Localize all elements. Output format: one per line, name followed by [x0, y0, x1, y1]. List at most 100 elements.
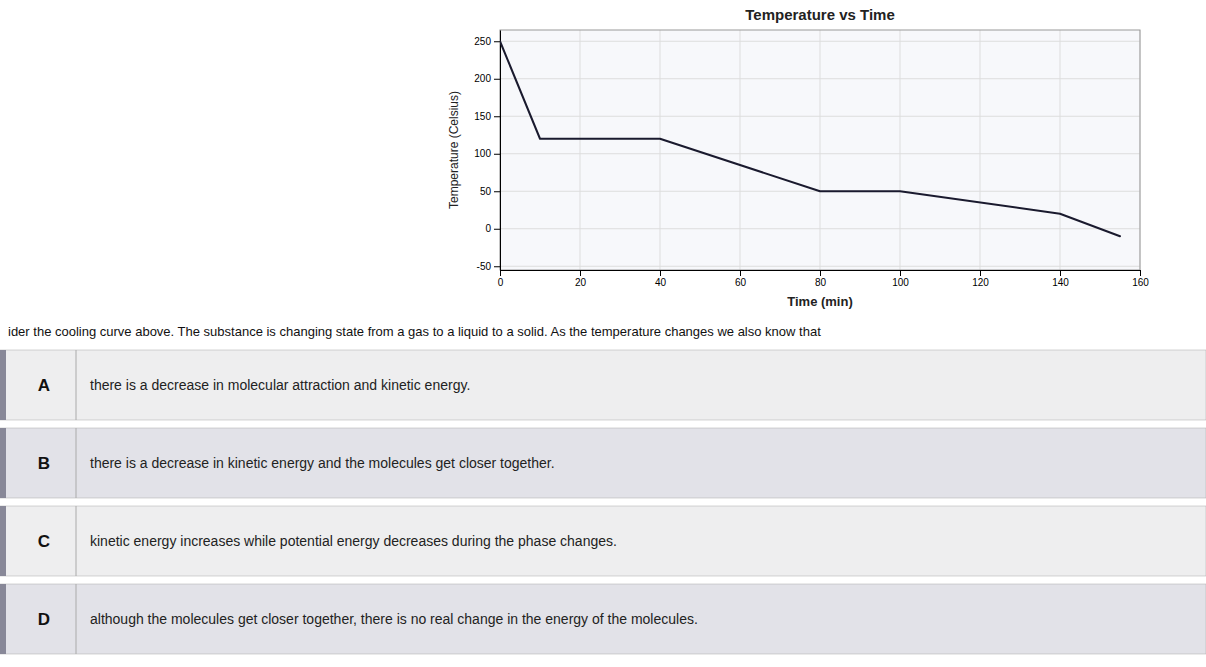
option-label: B: [38, 454, 50, 473]
grid-line-x: [980, 30, 981, 270]
option-text: there is a decrease in kinetic energy an…: [90, 455, 555, 471]
y-tick-label: -50: [477, 261, 492, 272]
grid-line-y: [500, 228, 1140, 229]
plot-frame: [500, 30, 1140, 270]
y-tick-label: 50: [480, 186, 492, 197]
x-tick-label: 160: [1132, 277, 1149, 288]
x-tick-label: 120: [972, 277, 989, 288]
x-tick-label: 40: [655, 277, 667, 288]
x-axis-title: Time (min): [787, 294, 853, 309]
options: Athere is a decrease in molecular attrac…: [0, 350, 1206, 654]
tick: 40: [655, 270, 667, 288]
grid-line-y: [500, 41, 1140, 42]
tick: 50: [480, 186, 500, 197]
tick-mark: [740, 270, 741, 276]
tick: 100: [892, 270, 909, 288]
grid-line-x: [900, 30, 901, 270]
option-background: [0, 506, 1206, 576]
axis-line: [500, 31, 501, 271]
option-label: A: [38, 376, 50, 395]
tick: 150: [474, 111, 500, 122]
line: [500, 41, 1120, 236]
tick-mark: [494, 191, 500, 192]
grid-line-y: [500, 153, 1140, 154]
grid-line-y: [500, 116, 1140, 117]
tick-mark: [494, 116, 500, 117]
question-text: ider the cooling curve above. The substa…: [8, 324, 821, 339]
option-background: [0, 350, 1206, 420]
x-tick-label: 0: [498, 277, 504, 288]
option-label: C: [38, 532, 50, 551]
tick-mark: [980, 270, 981, 276]
x-tick-label: 80: [815, 277, 827, 288]
option-accent: [0, 584, 6, 654]
y-tick-label: 100: [474, 148, 491, 159]
x-tick-label: 20: [575, 277, 587, 288]
tick: 120: [972, 270, 989, 288]
tick-mark: [494, 266, 500, 267]
tick: 200: [474, 73, 500, 84]
option-divider: [76, 506, 77, 576]
tick: 0: [498, 270, 504, 288]
option-row: Ckinetic energy increases while potentia…: [0, 506, 1206, 576]
option-row: Dalthough the molecules get closer toget…: [0, 584, 1206, 654]
option-row: Bthere is a decrease in kinetic energy a…: [0, 428, 1206, 498]
y-tick-label: 150: [474, 111, 491, 122]
grid: [500, 30, 1140, 270]
x-tick-label: 60: [735, 277, 747, 288]
tick: 0: [485, 223, 500, 234]
grid-line-x: [740, 30, 741, 270]
plot-area: [500, 30, 1140, 270]
option-row: Athere is a decrease in molecular attrac…: [0, 350, 1206, 420]
tick-mark: [494, 154, 500, 155]
tick-mark: [494, 229, 500, 230]
option-background: [0, 584, 1206, 654]
option-label: D: [38, 610, 50, 629]
chart-title: Temperature vs Time: [745, 6, 895, 23]
tick-mark: [660, 270, 661, 276]
option-divider: [76, 584, 77, 654]
grid-line-x: [660, 30, 661, 270]
option-accent: [0, 350, 6, 420]
x-tick-label: 100: [892, 277, 909, 288]
tick: 60: [735, 270, 747, 288]
grid-line-y: [500, 266, 1140, 267]
option-accent: [0, 428, 6, 498]
x-axis: 0 20 40 60 80 100 120 140 160: [498, 270, 1150, 288]
tick-mark: [494, 41, 500, 42]
y-tick-label: 200: [474, 73, 491, 84]
option-text: kinetic energy increases while potential…: [90, 533, 617, 549]
tick: 20: [575, 270, 587, 288]
grid-line-x: [580, 30, 581, 270]
tick: 250: [474, 36, 500, 47]
grid-line-x: [1060, 30, 1061, 270]
y-axis-title: Temperature (Celsius): [447, 91, 461, 209]
option-text: there is a decrease in molecular attract…: [90, 377, 470, 393]
tick-mark: [1140, 270, 1141, 276]
grid-line-y: [500, 78, 1140, 79]
option-divider: [76, 428, 77, 498]
tick-mark: [500, 270, 501, 276]
y-axis: -50 0 50 100 150 200 250: [474, 31, 500, 272]
x-tick-label: 140: [1052, 277, 1069, 288]
option-background: [0, 428, 1206, 498]
marks: [500, 41, 1120, 236]
tick-mark: [900, 270, 901, 276]
option-text: although the molecules get closer togeth…: [90, 611, 698, 627]
option-divider: [76, 350, 77, 420]
tick: 140: [1052, 270, 1069, 288]
tick-mark: [580, 270, 581, 276]
tick: -50: [477, 261, 500, 272]
option-accent: [0, 506, 6, 576]
tick-mark: [820, 270, 821, 276]
tick: 160: [1132, 270, 1149, 288]
page: 0 20 40 60 80 100 120 140 160 -50 0 50 100 150 200 250 T…: [0, 0, 1206, 667]
y-tick-label: 250: [474, 36, 491, 47]
tick: 100: [474, 148, 500, 159]
y-tick-label: 0: [485, 223, 491, 234]
tick-mark: [494, 79, 500, 80]
tick-mark: [1060, 270, 1061, 276]
grid-line-x: [820, 30, 821, 270]
tick: 80: [815, 270, 827, 288]
chart: 0 20 40 60 80 100 120 140 160 -50 0 50 100 150 200 250 T…: [447, 6, 1149, 309]
